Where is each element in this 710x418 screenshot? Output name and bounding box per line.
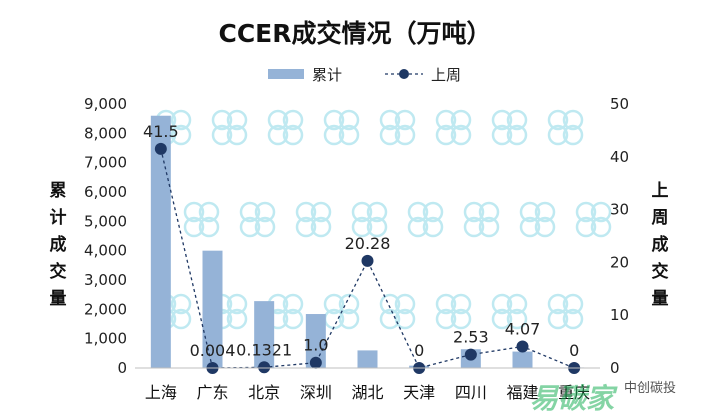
data-label: 2.53 — [453, 328, 489, 347]
bar-series — [150, 115, 585, 368]
data-label: 0.004 — [190, 341, 236, 360]
watermark-logo-mark — [211, 109, 248, 146]
bar — [254, 301, 275, 368]
watermark-logo-mark — [351, 201, 388, 238]
weekly-point — [361, 254, 374, 267]
x-category-label: 北京 — [248, 383, 280, 402]
watermark-logo-mark — [295, 201, 332, 238]
data-label: 0 — [569, 341, 579, 360]
watermark-logo-mark — [379, 109, 416, 146]
bar — [305, 314, 326, 368]
y-left-tick-label: 4,000 — [84, 242, 127, 260]
y-axis-right-title: 上周成交量 — [652, 181, 669, 309]
x-category-label: 广东 — [196, 383, 228, 402]
x-category-label: 重庆 — [558, 383, 590, 402]
y-left-tick-label: 2,000 — [84, 300, 127, 318]
watermark-logo: 易碳家 中创碳投 — [530, 380, 676, 415]
y-axis-left-ticks: 0 1,000 2,000 3,000 4,000 5,000 6,000 7,000 8,00… — [84, 95, 127, 377]
y-left-tick-label: 1,000 — [84, 330, 127, 348]
watermark-logo-mark — [547, 293, 584, 330]
data-labels: 41.5 0.004 0.1321 1.0 20.28 0 2.53 4.07 0 — [143, 122, 579, 360]
weekly-point — [309, 356, 322, 369]
watermark-logo-mark — [435, 109, 472, 146]
y-right-tick-label: 10 — [610, 306, 629, 324]
bar — [357, 350, 378, 368]
watermark-logo-mark — [575, 201, 612, 238]
weekly-point — [258, 361, 271, 374]
y-left-tick-label: 0 — [117, 359, 127, 377]
data-label: 0 — [414, 341, 424, 360]
legend: 累计 上周 — [268, 66, 461, 84]
x-category-label: 湖北 — [351, 383, 383, 402]
y-right-tick-label: 40 — [610, 148, 629, 166]
legend-swatch-cumulative — [268, 69, 304, 79]
y-axis-left-title: 累计成交量 — [50, 181, 67, 309]
watermark-logo-mark — [407, 201, 444, 238]
watermark-logo-mark — [463, 201, 500, 238]
y-right-tick-label: 30 — [610, 201, 629, 219]
watermark-logo-mark — [547, 109, 584, 146]
y-left-tick-label: 9,000 — [84, 95, 127, 113]
watermark-logo-mark — [183, 201, 220, 238]
bar — [512, 351, 533, 368]
data-label: 0.1321 — [236, 340, 292, 359]
x-category-label: 深圳 — [300, 383, 332, 402]
y-right-tick-label: 0 — [610, 359, 620, 377]
x-category-label: 四川 — [455, 383, 487, 402]
watermark-logo-mark — [239, 201, 276, 238]
bar — [150, 115, 171, 368]
watermark-text: 易碳家 — [530, 382, 618, 415]
x-axis-categories: 上海 广东 北京 深圳 湖北 天津 四川 福建 重庆 — [145, 383, 590, 402]
y-left-tick-label: 6,000 — [84, 183, 127, 201]
y-right-tick-label: 50 — [610, 95, 629, 113]
watermark-logo-mark — [435, 293, 472, 330]
x-category-label: 福建 — [506, 383, 538, 402]
weekly-point — [516, 340, 529, 353]
watermark-logo-mark — [491, 109, 528, 146]
y-left-tick-label: 5,000 — [84, 212, 127, 230]
watermark-logo-mark — [267, 109, 304, 146]
watermark-brand: 中创碳投 — [624, 380, 676, 396]
bar — [202, 250, 223, 368]
chart-title: CCER成交情况（万吨） — [218, 19, 491, 48]
y-left-tick-label: 3,000 — [84, 271, 127, 289]
x-category-label: 上海 — [145, 383, 177, 402]
data-label: 41.5 — [143, 122, 179, 141]
legend-marker-weekly — [399, 69, 409, 79]
y-right-tick-label: 20 — [610, 253, 629, 271]
watermark-logo-mark — [323, 109, 360, 146]
y-axis-right-ticks: 0 10 20 30 40 50 — [610, 95, 629, 377]
x-category-label: 天津 — [403, 383, 435, 402]
y-left-tick-label: 8,000 — [84, 124, 127, 142]
data-label: 20.28 — [345, 234, 391, 253]
data-label: 4.07 — [505, 320, 541, 339]
legend-label-cumulative: 累计 — [312, 66, 342, 84]
legend-label-weekly: 上周 — [431, 66, 461, 84]
data-label: 1.0 — [303, 336, 328, 355]
y-left-tick-label: 7,000 — [84, 154, 127, 172]
weekly-point — [154, 142, 167, 155]
watermark-logo-mark — [519, 201, 556, 238]
weekly-point — [464, 348, 477, 361]
